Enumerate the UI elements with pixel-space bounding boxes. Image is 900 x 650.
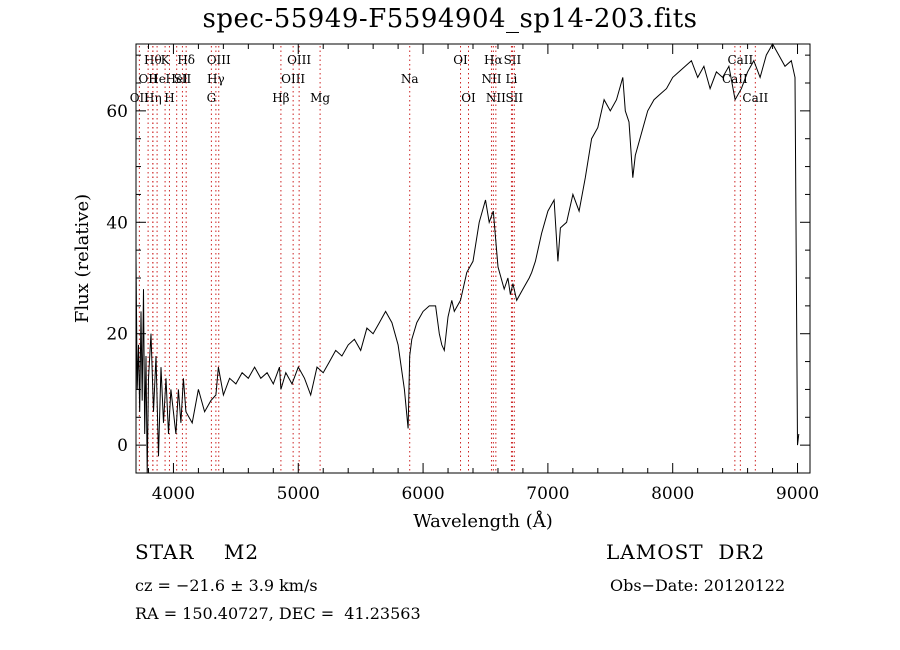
x-axis-label: Wavelength (Å) — [413, 510, 553, 532]
object-class-label: STAR M2 — [135, 540, 260, 564]
y-tick-label: 40 — [106, 213, 128, 233]
x-tick-label: 8000 — [651, 484, 694, 504]
chart-title: spec-55949-F5594904_sp14-203.fits — [202, 4, 698, 34]
redshift-label: cz = −21.6 ± 3.9 km/s — [135, 576, 318, 595]
obs-date-label: Obs−Date: 20120122 — [610, 576, 786, 595]
line-label-oiii: OIII — [281, 72, 305, 86]
line-label-nii: NII — [481, 72, 501, 86]
line-label-hα: Hα — [484, 53, 503, 67]
line-label-sii: SII — [504, 53, 522, 67]
line-label-k: K — [161, 53, 171, 67]
line-label-oiii: OIII — [287, 53, 311, 67]
y-tick-label: 20 — [106, 325, 128, 345]
line-label-hδ: Hδ — [177, 53, 195, 67]
y-tick-label: 60 — [106, 102, 128, 122]
line-label-oii: OII — [130, 91, 150, 105]
line-label-he: He — [148, 72, 166, 86]
line-label-hβ: Hβ — [272, 91, 289, 105]
coordinates-label: RA = 150.40727, DEC = 41.23563 — [135, 604, 421, 623]
line-label-caii: CaII — [727, 53, 753, 67]
line-label-h: H — [164, 91, 174, 105]
line-label-caii: CaII — [742, 91, 768, 105]
line-label-sii: SII — [174, 72, 192, 86]
x-tick-label: 5000 — [277, 484, 320, 504]
line-label-oi: OI — [461, 91, 476, 105]
line-label-oi: OI — [453, 53, 468, 67]
line-label-mg: Mg — [310, 91, 330, 105]
x-tick-label: 4000 — [152, 484, 195, 504]
survey-label: LAMOST DR2 — [606, 540, 766, 564]
spectrum-line — [135, 42, 800, 474]
line-label-oiii: OIII — [207, 53, 231, 67]
line-label-nii: NII — [486, 91, 506, 105]
line-label-caii: CaII — [722, 72, 748, 86]
line-label-na: Na — [401, 72, 419, 86]
y-tick-label: 0 — [117, 436, 128, 456]
line-label-g: G — [207, 91, 217, 105]
line-label-li: Li — [506, 72, 518, 86]
line-label-hγ: Hγ — [207, 72, 225, 86]
line-label-sii: SII — [505, 91, 523, 105]
y-axis-label: Flux (relative) — [72, 194, 93, 323]
x-tick-label: 9000 — [776, 484, 819, 504]
line-label-hη: Hη — [144, 91, 162, 105]
x-tick-label: 7000 — [526, 484, 569, 504]
x-tick-label: 6000 — [401, 484, 444, 504]
